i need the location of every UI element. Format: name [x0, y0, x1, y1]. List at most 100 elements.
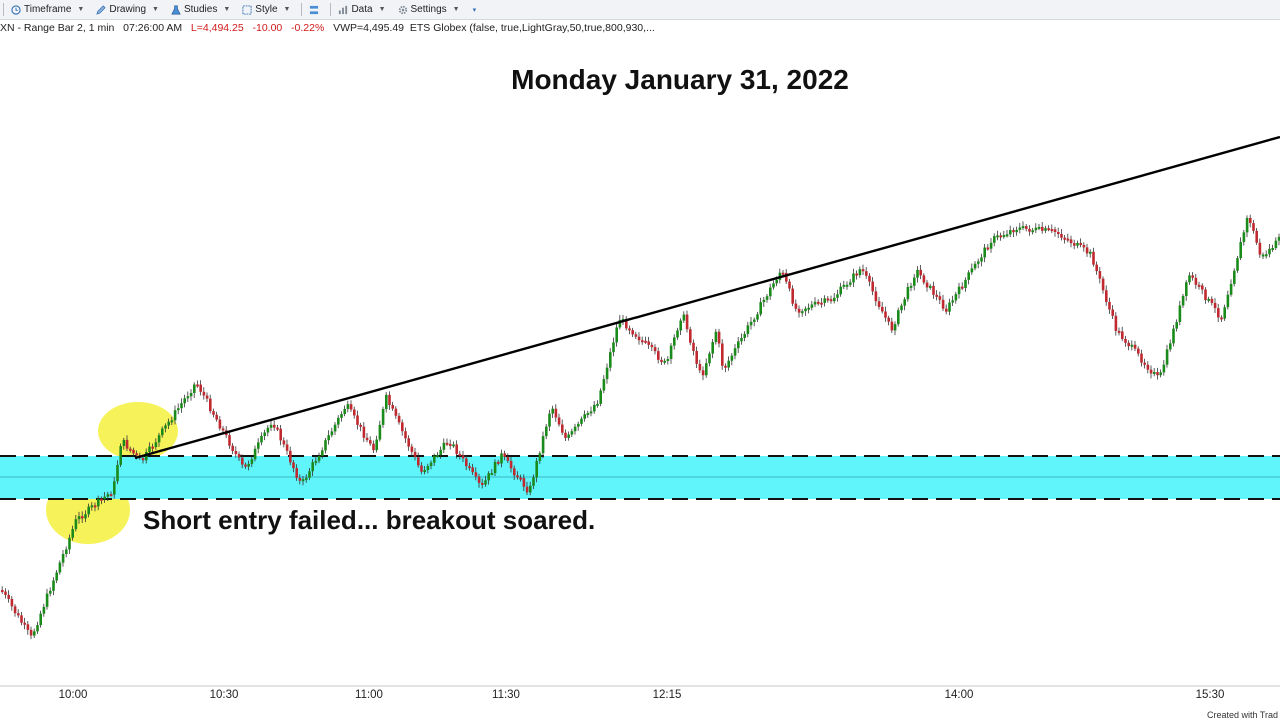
- bar-body: [689, 329, 692, 343]
- bar-body: [935, 294, 938, 297]
- bar-body: [858, 269, 862, 276]
- bar-body: [1079, 242, 1082, 245]
- bar-body: [727, 360, 730, 368]
- bar-body: [295, 468, 298, 478]
- bar-body: [717, 331, 721, 344]
- bar-body: [561, 424, 564, 433]
- bar-body: [833, 297, 836, 302]
- bar-body: [1066, 238, 1070, 241]
- bar-body: [442, 442, 446, 450]
- drawing-label: Drawing: [109, 4, 147, 15]
- bar-body: [1101, 278, 1105, 291]
- bar-body: [529, 485, 532, 493]
- bar-body: [957, 286, 961, 295]
- bar-body: [999, 235, 1002, 238]
- bar-body: [1021, 226, 1025, 229]
- layers-button[interactable]: [305, 0, 327, 19]
- bar-body: [1018, 227, 1022, 230]
- bar-body: [1005, 234, 1009, 237]
- bar-body: [813, 301, 817, 305]
- bar-body: [961, 286, 964, 289]
- toolbar-overflow-button[interactable]: ▾: [468, 0, 479, 19]
- settings-button[interactable]: Settings ▼: [394, 0, 468, 19]
- bar-body: [605, 367, 609, 380]
- bar-body: [612, 342, 615, 353]
- style-button[interactable]: Style ▼: [238, 0, 298, 19]
- bar-body: [148, 446, 151, 452]
- bar-body: [81, 516, 84, 519]
- bar-body: [749, 321, 753, 326]
- bar-body: [161, 428, 164, 436]
- bar-body: [1015, 229, 1018, 233]
- bar-body: [945, 308, 948, 312]
- bar-body: [420, 465, 423, 472]
- bar-body: [1025, 226, 1028, 229]
- bar-body: [1210, 298, 1214, 303]
- vwap-params: ETS Globex (false, true,LightGray,50,tru…: [409, 22, 655, 34]
- bar-body: [1082, 244, 1086, 248]
- bar-body: [282, 440, 286, 445]
- bar-body: [1274, 240, 1278, 248]
- bar-body: [522, 478, 526, 487]
- bar-body: [551, 408, 554, 414]
- bar-body: [1153, 372, 1156, 375]
- bar-body: [1271, 247, 1274, 250]
- bar-body: [746, 325, 750, 334]
- bar-body: [625, 318, 628, 329]
- bar-body: [737, 341, 740, 349]
- bar-body: [596, 403, 599, 406]
- bar-body: [378, 424, 382, 440]
- drawing-button[interactable]: Drawing ▼: [92, 0, 167, 19]
- bar-body: [337, 417, 340, 425]
- chevron-down-icon: ▼: [77, 6, 85, 13]
- bar-body: [721, 343, 724, 366]
- bar-body: [1258, 242, 1262, 255]
- bar-body: [221, 428, 225, 431]
- bar-body: [513, 468, 516, 476]
- bar-body: [861, 269, 865, 272]
- bar-body: [1236, 258, 1239, 271]
- bar-body: [538, 453, 542, 461]
- bar-body: [634, 334, 638, 337]
- bar-body: [55, 572, 58, 581]
- timeframe-button[interactable]: Timeframe ▼: [7, 0, 92, 19]
- bar-body: [650, 344, 654, 348]
- bar-body: [1146, 364, 1150, 370]
- bar-body: [449, 443, 452, 446]
- bar-body: [794, 303, 798, 309]
- bar-body: [1191, 275, 1194, 278]
- bar-body: [842, 284, 846, 287]
- bar-body: [554, 408, 558, 418]
- bar-body: [497, 461, 500, 464]
- bar-body: [1165, 349, 1169, 365]
- bar-body: [820, 302, 823, 305]
- bar-body: [836, 294, 839, 298]
- chevron-down-icon: ▼: [223, 6, 231, 13]
- studies-button[interactable]: Studies ▼: [167, 0, 238, 19]
- bar-body: [1197, 284, 1201, 287]
- bar-body: [29, 629, 33, 636]
- bar-body: [26, 624, 30, 630]
- bar-body: [541, 436, 545, 454]
- bar-body: [39, 613, 42, 626]
- bar-body: [1127, 342, 1130, 347]
- x-tick-label: 10:30: [209, 689, 239, 701]
- bar-body: [903, 299, 906, 306]
- bar-body: [532, 477, 535, 486]
- bar-body: [516, 475, 519, 478]
- bar-body: [839, 286, 842, 295]
- bar-body: [500, 453, 503, 464]
- bar-body: [666, 358, 670, 361]
- bar-body: [1114, 315, 1118, 331]
- data-button[interactable]: Data ▼: [334, 0, 393, 19]
- bar-body: [970, 268, 974, 273]
- bar-body: [660, 359, 663, 363]
- bar-body: [391, 404, 394, 409]
- bar-body: [317, 455, 321, 461]
- chart-toolbar: Timeframe ▼ Drawing ▼ Studies ▼ Style ▼ …: [0, 0, 1280, 20]
- bar-body: [301, 479, 305, 482]
- bar-body: [321, 450, 324, 456]
- x-tick-label: 15:30: [1195, 689, 1225, 701]
- bar-body: [733, 348, 737, 356]
